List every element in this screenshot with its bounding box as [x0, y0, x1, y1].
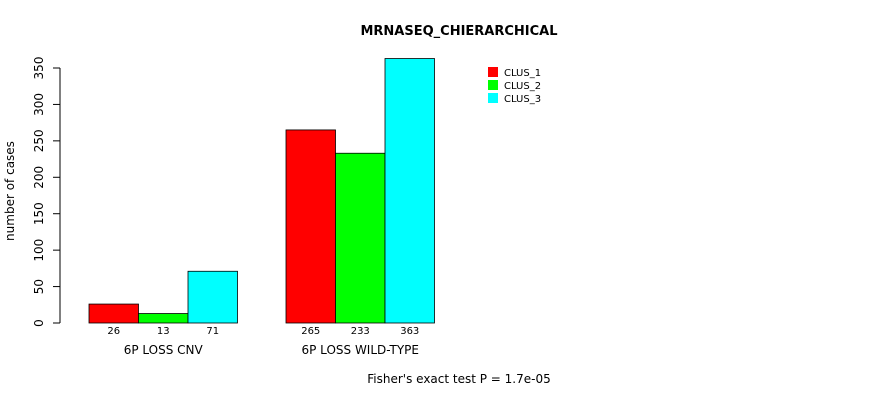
- data-label-clus_1-loss-cnv: 26: [107, 326, 120, 337]
- category-label-loss-wild-type: 6P LOSS WILD-TYPE: [302, 343, 419, 357]
- bar-clus_2-loss-cnv: [138, 313, 189, 324]
- bar-clus_2-loss-wild-type: [335, 152, 386, 324]
- y-tick-label-100: 100: [32, 239, 46, 262]
- data-label-clus_3-loss-wild-type: 363: [400, 326, 419, 337]
- y-tick-label-150: 150: [32, 202, 46, 225]
- bar-clus_1-loss-cnv: [88, 303, 139, 324]
- y-axis-label: number of cases: [3, 141, 17, 241]
- legend-label-clus_2: CLUS_2: [504, 81, 541, 92]
- y-axis: 0 50 100 150 200 250 300 350: [32, 57, 61, 327]
- data-label-clus_2-loss-wild-type: 233: [351, 326, 370, 337]
- y-tick-label-0: 0: [32, 319, 46, 327]
- bar-clus_3-loss-cnv: [187, 270, 238, 324]
- fisher-test-footnote: Fisher's exact test P = 1.7e-05: [367, 372, 551, 386]
- data-label-clus_3-loss-cnv: 71: [206, 326, 219, 337]
- legend-swatch-clus_1: [488, 67, 498, 77]
- legend: CLUS_1 CLUS_2 CLUS_3: [488, 67, 541, 105]
- data-label-clus_1-loss-wild-type: 265: [301, 326, 320, 337]
- category-labels: 6P LOSS CNV 6P LOSS WILD-TYPE: [124, 343, 419, 357]
- data-label-clus_2-loss-cnv: 13: [157, 326, 170, 337]
- y-tick-label-200: 200: [32, 166, 46, 189]
- category-label-loss-cnv: 6P LOSS CNV: [124, 343, 204, 357]
- chart-title: MRNASEQ_CHIERARCHICAL: [360, 24, 557, 39]
- legend-swatch-clus_3: [488, 93, 498, 103]
- bars-group: 26 13 71 265 233 363: [88, 58, 435, 337]
- bar-clus_3-loss-wild-type: [384, 58, 435, 324]
- legend-label-clus_1: CLUS_1: [504, 68, 541, 79]
- y-tick-label-50: 50: [32, 279, 46, 294]
- legend-swatch-clus_2: [488, 80, 498, 90]
- bar-clus_1-loss-wild-type: [285, 129, 336, 324]
- y-tick-label-300: 300: [32, 93, 46, 116]
- y-tick-label-350: 350: [32, 57, 46, 80]
- y-tick-label-250: 250: [32, 129, 46, 152]
- legend-label-clus_3: CLUS_3: [504, 94, 541, 105]
